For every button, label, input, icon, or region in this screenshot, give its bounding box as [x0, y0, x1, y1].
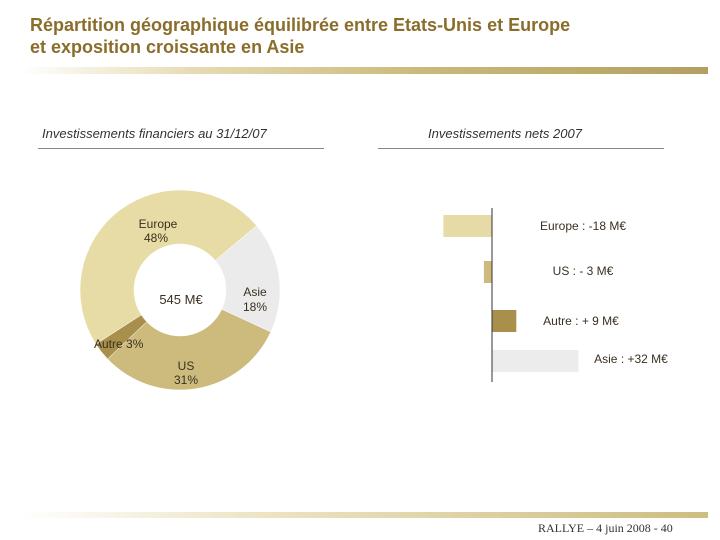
footer-rule	[18, 512, 708, 518]
bar-asie	[492, 350, 579, 372]
donut-label-europe-name: Europe	[139, 217, 178, 231]
bar-label-autre: Autre : + 9 M€	[543, 314, 619, 328]
page-title: Répartition géographique équilibrée entr…	[30, 14, 700, 58]
donut-slice-us	[107, 308, 272, 391]
donut-label-autre-name: Autre	[94, 337, 123, 351]
bar-label-us: US : - 3 M€	[553, 264, 614, 278]
bar-europe	[443, 215, 492, 237]
donut-slice-autre	[95, 314, 148, 360]
bar-chart: Europe : -18 M€ US : - 3 M€ Autre : + 9 …	[443, 208, 668, 382]
donut-center-total: 545 M€	[159, 292, 203, 307]
donut-chart-title: Investissements financiers au 31/12/07	[42, 126, 267, 141]
bar-autre	[492, 310, 517, 332]
footer-text: RALLYE – 4 juin 2008 - 40	[538, 521, 673, 535]
donut-label-autre-pct: 3%	[126, 337, 144, 351]
donut-label-asie-name: Asie	[243, 285, 267, 299]
bar-us	[483, 261, 492, 283]
donut-chart-title-rule	[38, 148, 324, 149]
page-title-line2: et exposition croissante en Asie	[30, 37, 305, 57]
donut-label-asie-pct: 18%	[243, 300, 267, 314]
donut-label-autre: Autre 3%	[94, 337, 144, 351]
bar-label-europe: Europe : -18 M€	[540, 219, 626, 233]
title-underline	[18, 67, 708, 74]
page-title-line1: Répartition géographique équilibrée entr…	[30, 15, 571, 35]
donut-chart: Europe 48% Asie 18% US 31% Autre 3% 545 …	[79, 189, 281, 391]
donut-slice-europe	[79, 189, 257, 345]
donut-label-europe-pct: 48%	[144, 231, 168, 245]
donut-label-us-name: US	[178, 359, 195, 373]
bar-chart-title: Investissements nets 2007	[428, 126, 582, 141]
bar-label-asie: Asie : +32 M€	[594, 352, 668, 366]
bar-chart-title-rule	[378, 148, 664, 149]
donut-label-us-pct: 31%	[174, 373, 198, 387]
